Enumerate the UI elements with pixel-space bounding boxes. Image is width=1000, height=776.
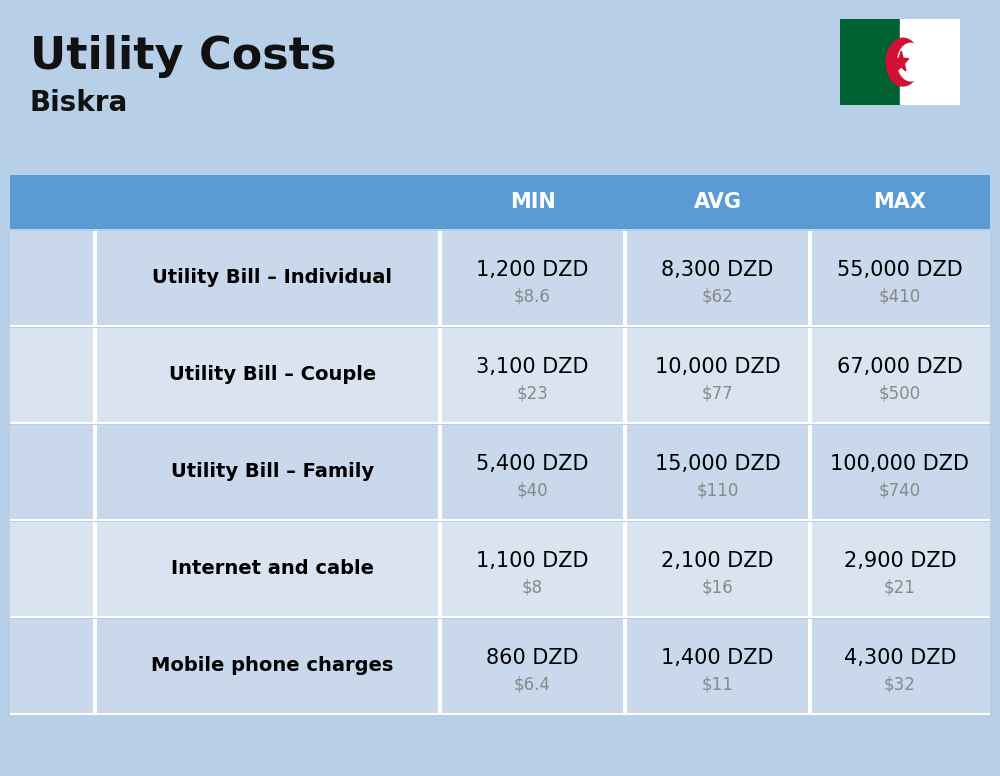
Circle shape <box>898 43 924 81</box>
Text: $21: $21 <box>884 579 916 597</box>
Text: 4,300 DZD: 4,300 DZD <box>844 648 956 667</box>
FancyBboxPatch shape <box>10 231 990 326</box>
FancyBboxPatch shape <box>808 328 812 423</box>
FancyBboxPatch shape <box>93 619 97 714</box>
Text: Utility Bill – Individual: Utility Bill – Individual <box>152 268 392 287</box>
Text: 1,400 DZD: 1,400 DZD <box>661 648 774 667</box>
Text: $62: $62 <box>702 288 733 306</box>
Text: $11: $11 <box>702 676 733 694</box>
FancyBboxPatch shape <box>623 328 627 423</box>
Text: MAX: MAX <box>874 192 926 212</box>
Polygon shape <box>894 51 909 71</box>
FancyBboxPatch shape <box>625 175 810 229</box>
Text: $23: $23 <box>517 385 548 403</box>
Text: 55,000 DZD: 55,000 DZD <box>837 260 963 279</box>
Text: $410: $410 <box>879 288 921 306</box>
FancyBboxPatch shape <box>438 619 442 714</box>
FancyBboxPatch shape <box>10 425 990 520</box>
FancyBboxPatch shape <box>93 522 97 617</box>
Text: $500: $500 <box>879 385 921 403</box>
Bar <box>840 19 900 105</box>
Text: 67,000 DZD: 67,000 DZD <box>837 357 963 376</box>
FancyBboxPatch shape <box>10 324 990 327</box>
FancyBboxPatch shape <box>93 328 97 423</box>
Text: 860 DZD: 860 DZD <box>486 648 579 667</box>
FancyBboxPatch shape <box>10 712 990 715</box>
FancyBboxPatch shape <box>10 619 990 714</box>
Text: Biskra: Biskra <box>30 89 128 117</box>
Text: MIN: MIN <box>510 192 555 212</box>
Text: 5,400 DZD: 5,400 DZD <box>476 454 589 473</box>
FancyBboxPatch shape <box>10 522 990 617</box>
Text: 2,900 DZD: 2,900 DZD <box>844 551 956 570</box>
Text: $8.6: $8.6 <box>514 288 551 306</box>
FancyBboxPatch shape <box>438 425 442 520</box>
FancyBboxPatch shape <box>10 422 990 424</box>
FancyBboxPatch shape <box>623 425 627 520</box>
Text: $8: $8 <box>522 579 543 597</box>
Text: 2,100 DZD: 2,100 DZD <box>661 551 774 570</box>
Text: $32: $32 <box>884 676 916 694</box>
Text: $77: $77 <box>702 385 733 403</box>
FancyBboxPatch shape <box>808 619 812 714</box>
Text: $740: $740 <box>879 482 921 500</box>
FancyBboxPatch shape <box>10 328 990 423</box>
Text: 1,200 DZD: 1,200 DZD <box>476 260 589 279</box>
Text: Internet and cable: Internet and cable <box>171 559 374 578</box>
FancyBboxPatch shape <box>808 522 812 617</box>
Text: 8,300 DZD: 8,300 DZD <box>661 260 774 279</box>
FancyBboxPatch shape <box>440 175 625 229</box>
Text: Utility Bill – Family: Utility Bill – Family <box>171 462 374 481</box>
FancyBboxPatch shape <box>623 231 627 326</box>
FancyBboxPatch shape <box>10 615 990 618</box>
Text: 15,000 DZD: 15,000 DZD <box>655 454 780 473</box>
Text: $110: $110 <box>696 482 739 500</box>
Text: 3,100 DZD: 3,100 DZD <box>476 357 589 376</box>
FancyBboxPatch shape <box>93 425 97 520</box>
FancyBboxPatch shape <box>808 425 812 520</box>
Text: Utility Costs: Utility Costs <box>30 35 336 78</box>
Bar <box>900 19 960 105</box>
FancyBboxPatch shape <box>438 522 442 617</box>
FancyBboxPatch shape <box>438 328 442 423</box>
FancyBboxPatch shape <box>438 231 442 326</box>
Text: 100,000 DZD: 100,000 DZD <box>830 454 970 473</box>
FancyBboxPatch shape <box>10 518 990 521</box>
FancyBboxPatch shape <box>623 619 627 714</box>
Text: Utility Bill – Couple: Utility Bill – Couple <box>169 365 376 384</box>
Text: Mobile phone charges: Mobile phone charges <box>151 656 394 675</box>
FancyBboxPatch shape <box>93 231 97 326</box>
FancyBboxPatch shape <box>623 522 627 617</box>
Circle shape <box>886 38 920 86</box>
Text: 1,100 DZD: 1,100 DZD <box>476 551 589 570</box>
Text: $6.4: $6.4 <box>514 676 551 694</box>
FancyBboxPatch shape <box>808 231 812 326</box>
FancyBboxPatch shape <box>10 175 440 229</box>
Text: 10,000 DZD: 10,000 DZD <box>655 357 780 376</box>
Text: $16: $16 <box>702 579 733 597</box>
Text: AVG: AVG <box>694 192 742 212</box>
Text: $40: $40 <box>517 482 548 500</box>
FancyBboxPatch shape <box>810 175 990 229</box>
